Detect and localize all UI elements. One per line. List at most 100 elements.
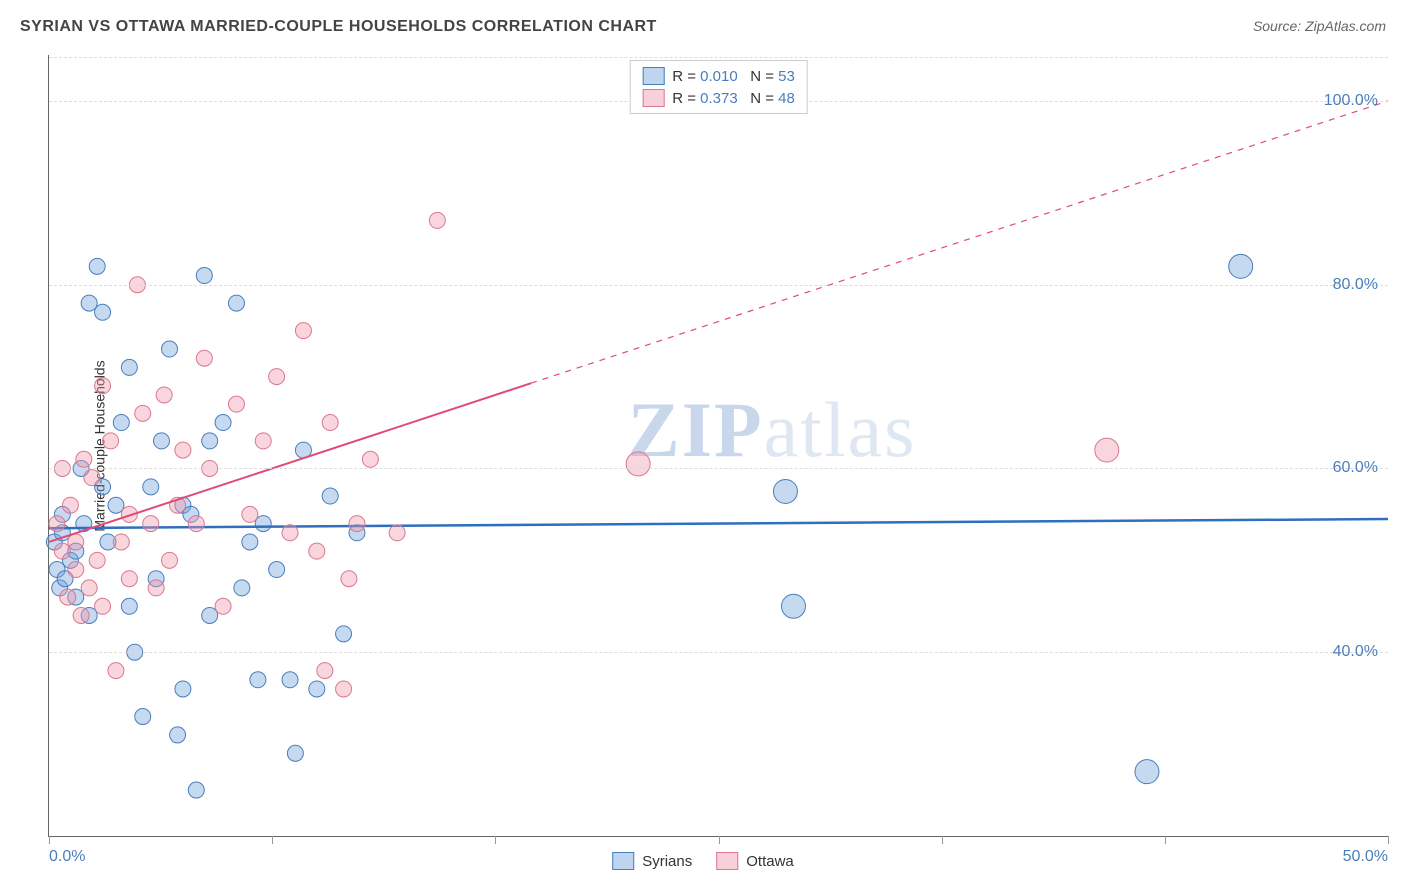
scatter-point xyxy=(202,433,218,449)
legend-row: R = 0.373 N = 48 xyxy=(642,87,795,109)
series-legend: Syrians Ottawa xyxy=(612,852,794,870)
plot-area: ZIPatlas R = 0.010 N = 53R = 0.373 N = 4… xyxy=(48,55,1388,837)
y-tick-label: 80.0% xyxy=(1333,276,1378,294)
scatter-point xyxy=(170,727,186,743)
scatter-point xyxy=(108,663,124,679)
scatter-point xyxy=(148,580,164,596)
x-tick xyxy=(1388,836,1389,844)
correlation-legend: R = 0.010 N = 53 R = 0.373 N = 48 xyxy=(629,60,808,114)
scatter-point xyxy=(84,470,100,486)
scatter-point xyxy=(188,516,204,532)
scatter-point xyxy=(49,516,65,532)
scatter-point xyxy=(113,415,129,431)
scatter-point xyxy=(153,433,169,449)
scatter-point xyxy=(68,534,84,550)
scatter-point xyxy=(228,396,244,412)
scatter-point xyxy=(282,525,298,541)
gridline xyxy=(49,57,1388,58)
scatter-point xyxy=(68,562,84,578)
legend-label: Ottawa xyxy=(746,853,794,870)
scatter-point xyxy=(108,497,124,513)
legend-label: Syrians xyxy=(642,853,692,870)
scatter-point xyxy=(336,681,352,697)
source-attribution: Source: ZipAtlas.com xyxy=(1253,18,1386,34)
legend-item: Ottawa xyxy=(716,852,794,870)
scatter-point xyxy=(322,488,338,504)
legend-row: R = 0.010 N = 53 xyxy=(642,65,795,87)
scatter-point xyxy=(295,323,311,339)
trend-line xyxy=(49,383,531,542)
scatter-point xyxy=(156,387,172,403)
scatter-point xyxy=(81,295,97,311)
scatter-point xyxy=(62,497,78,513)
scatter-point xyxy=(317,663,333,679)
scatter-point xyxy=(73,607,89,623)
scatter-point xyxy=(113,534,129,550)
x-tick xyxy=(1165,836,1166,844)
scatter-point xyxy=(1095,438,1119,462)
scatter-point xyxy=(121,571,137,587)
x-tick xyxy=(272,836,273,844)
scatter-point xyxy=(282,672,298,688)
scatter-point xyxy=(175,681,191,697)
scatter-point xyxy=(255,516,271,532)
y-tick-label: 100.0% xyxy=(1324,92,1378,110)
scatter-point xyxy=(287,745,303,761)
gridline xyxy=(49,468,1388,469)
scatter-point xyxy=(89,552,105,568)
scatter-svg xyxy=(49,55,1388,836)
scatter-point xyxy=(1135,760,1159,784)
scatter-point xyxy=(196,350,212,366)
scatter-point xyxy=(89,258,105,274)
x-tick xyxy=(719,836,720,844)
legend-swatch xyxy=(642,67,664,85)
scatter-point xyxy=(54,543,70,559)
scatter-point xyxy=(135,405,151,421)
legend-item: Syrians xyxy=(612,852,692,870)
scatter-point xyxy=(269,369,285,385)
y-tick-label: 40.0% xyxy=(1333,643,1378,661)
scatter-point xyxy=(76,451,92,467)
scatter-point xyxy=(250,672,266,688)
scatter-point xyxy=(336,626,352,642)
legend-stats: R = 0.010 N = 53 xyxy=(672,68,795,85)
x-tick-label: 50.0% xyxy=(1343,848,1388,866)
scatter-point xyxy=(95,304,111,320)
scatter-point xyxy=(322,415,338,431)
x-tick-label: 0.0% xyxy=(49,848,85,866)
x-tick xyxy=(942,836,943,844)
trend-line-dashed xyxy=(531,101,1388,383)
scatter-point xyxy=(162,341,178,357)
scatter-point xyxy=(135,709,151,725)
scatter-point xyxy=(269,562,285,578)
x-tick xyxy=(495,836,496,844)
scatter-point xyxy=(95,598,111,614)
scatter-point xyxy=(81,580,97,596)
gridline xyxy=(49,285,1388,286)
scatter-point xyxy=(255,433,271,449)
scatter-point xyxy=(60,589,76,605)
scatter-point xyxy=(362,451,378,467)
scatter-point xyxy=(389,525,405,541)
scatter-point xyxy=(1229,254,1253,278)
scatter-point xyxy=(781,594,805,618)
scatter-point xyxy=(143,516,159,532)
chart-title: SYRIAN VS OTTAWA MARRIED-COUPLE HOUSEHOL… xyxy=(20,18,657,35)
scatter-point xyxy=(202,607,218,623)
scatter-point xyxy=(309,543,325,559)
scatter-point xyxy=(309,681,325,697)
scatter-point xyxy=(95,378,111,394)
y-tick-label: 60.0% xyxy=(1333,459,1378,477)
scatter-point xyxy=(234,580,250,596)
gridline xyxy=(49,652,1388,653)
scatter-point xyxy=(188,782,204,798)
scatter-point xyxy=(162,552,178,568)
scatter-point xyxy=(228,295,244,311)
scatter-point xyxy=(429,212,445,228)
scatter-point xyxy=(626,452,650,476)
scatter-point xyxy=(773,479,797,503)
scatter-point xyxy=(349,516,365,532)
scatter-point xyxy=(143,479,159,495)
scatter-point xyxy=(341,571,357,587)
scatter-point xyxy=(215,415,231,431)
